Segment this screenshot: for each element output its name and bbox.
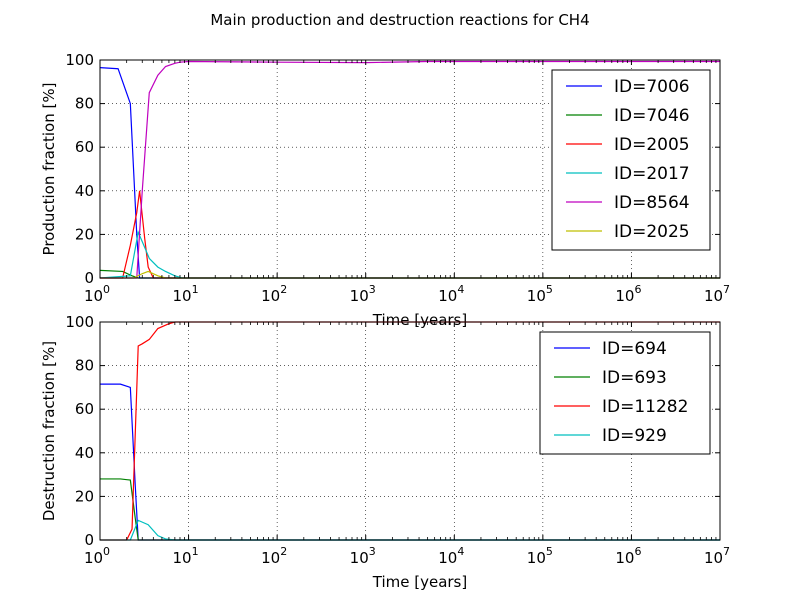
y-axis-label: Production fraction [%]: [40, 83, 58, 256]
y-tick-label: 40: [75, 444, 94, 462]
y-tick-label: 100: [65, 313, 94, 331]
x-tick-label: 100: [84, 283, 110, 305]
legend-label: ID=7006: [614, 77, 690, 97]
x-tick-base: 10: [261, 287, 280, 305]
x-tick-exponent: 4: [457, 545, 464, 558]
x-tick-exponent: 5: [546, 283, 553, 296]
legend-label: ID=2005: [614, 135, 690, 155]
y-tick-label: 80: [75, 357, 94, 375]
x-tick-label: 105: [527, 283, 553, 305]
legend-label: ID=8564: [614, 193, 690, 213]
x-tick-exponent: 3: [369, 545, 376, 558]
y-axis-label: Destruction fraction [%]: [40, 341, 58, 521]
axes-frame: [99, 59, 721, 279]
series-line-id-2005: [100, 190, 720, 279]
x-tick-base: 10: [84, 549, 103, 567]
x-tick-exponent: 1: [192, 283, 199, 296]
x-tick-base: 10: [438, 549, 457, 567]
x-tick-exponent: 0: [103, 545, 110, 558]
y-tick-label: 60: [75, 400, 94, 418]
x-tick-exponent: 6: [634, 283, 641, 296]
x-tick-label: 102: [261, 545, 287, 567]
x-tick-label: 103: [350, 545, 376, 567]
x-tick-base: 10: [84, 287, 103, 305]
x-tick-label: 107: [704, 283, 730, 305]
x-tick-base: 10: [173, 549, 192, 567]
x-tick-exponent: 0: [103, 283, 110, 296]
x-tick-label: 106: [615, 283, 641, 305]
legend-label: ID=11282: [602, 397, 688, 417]
legend-box: [539, 331, 711, 455]
legend: ID=694 ID=693 ID=11282 ID=929: [539, 331, 711, 455]
x-tick-base: 10: [615, 549, 634, 567]
legend-label: ID=929: [602, 426, 667, 446]
x-tick-label: 102: [261, 283, 287, 305]
x-tick-base: 10: [438, 287, 457, 305]
y-tick-label: 60: [75, 138, 94, 156]
x-tick-label: 101: [173, 545, 199, 567]
x-tick-exponent: 7: [723, 283, 730, 296]
x-tick-base: 10: [527, 287, 546, 305]
x-tick-exponent: 1: [192, 545, 199, 558]
y-tick-label: 20: [75, 487, 94, 505]
y-tick-label: 0: [84, 531, 94, 549]
x-tick-label: 103: [350, 283, 376, 305]
x-axis-label: Time [years]: [372, 573, 467, 591]
x-tick-base: 10: [350, 549, 369, 567]
x-axis-label: Time [years]: [372, 311, 467, 329]
x-tick-base: 10: [173, 287, 192, 305]
series-line-id-2017: [100, 230, 720, 279]
x-tick-base: 10: [527, 549, 546, 567]
legend-box: [551, 69, 711, 251]
x-tick-exponent: 7: [723, 545, 730, 558]
x-tick-label: 105: [527, 545, 553, 567]
x-tick-label: 100: [84, 545, 110, 567]
x-tick-label: 106: [615, 545, 641, 567]
x-tick-exponent: 3: [369, 283, 376, 296]
legend-label: ID=7046: [614, 106, 690, 126]
x-tick-label: 104: [438, 545, 464, 567]
y-tick-label: 20: [75, 225, 94, 243]
legend-label: ID=2025: [614, 222, 690, 242]
x-tick-base: 10: [261, 549, 280, 567]
x-tick-label: 101: [173, 283, 199, 305]
y-tick-label: 100: [65, 51, 94, 69]
x-tick-exponent: 2: [280, 283, 287, 296]
x-tick-base: 10: [704, 549, 723, 567]
x-tick-exponent: 4: [457, 283, 464, 296]
figure-title: Main production and destruction reaction…: [210, 11, 589, 29]
legend-label: ID=693: [602, 368, 667, 388]
x-tick-base: 10: [350, 287, 369, 305]
x-tick-exponent: 2: [280, 545, 287, 558]
y-tick-label: 40: [75, 182, 94, 200]
legend: ID=7006 ID=7046 ID=2005 ID=2017 ID=8564 ID=20…: [551, 69, 711, 251]
legend-label: ID=694: [602, 339, 667, 359]
axes-frame: [99, 321, 721, 541]
legend-label: ID=2017: [614, 164, 690, 184]
x-tick-label: 104: [438, 283, 464, 305]
x-tick-exponent: 5: [546, 545, 553, 558]
x-tick-base: 10: [704, 287, 723, 305]
x-tick-label: 107: [704, 545, 730, 567]
x-tick-exponent: 6: [634, 545, 641, 558]
x-tick-base: 10: [615, 287, 634, 305]
y-tick-label: 80: [75, 95, 94, 113]
y-tick-label: 0: [84, 269, 94, 287]
